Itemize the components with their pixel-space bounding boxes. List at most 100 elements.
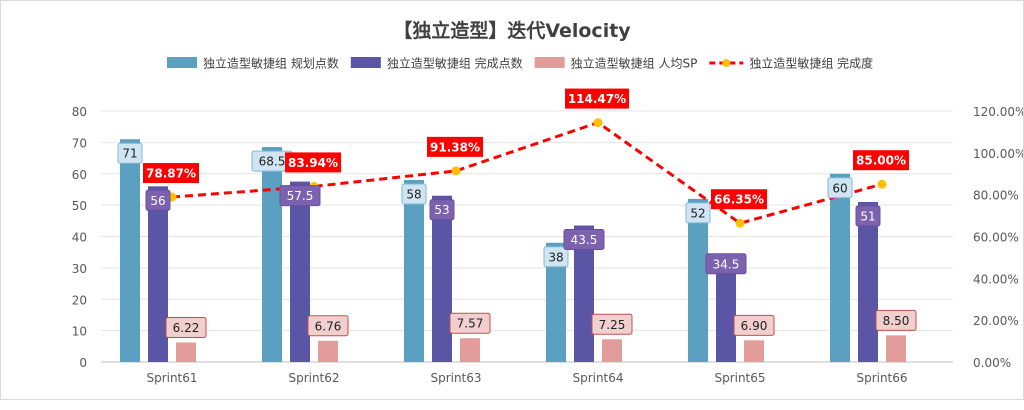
left-tick-label: 50: [72, 199, 87, 213]
bar-1: [546, 242, 566, 362]
bar-label-3: 6.90: [733, 314, 775, 336]
bar-label-2-text: 51: [860, 209, 875, 223]
right-tick-label: 120.00%: [973, 105, 1023, 119]
legend-item: 独立造型敏捷组 完成点数: [350, 56, 523, 71]
line-point: [593, 118, 603, 128]
line-point: [877, 179, 887, 189]
bar-label-1-text: 68.5: [259, 155, 286, 169]
bar-label-3: 7.57: [449, 312, 491, 334]
bar-label-3-box: [307, 315, 349, 337]
legend-label: 独立造型敏捷组 完成点数: [387, 56, 523, 71]
line-label-box: [143, 163, 199, 184]
bar-label-1-box: [543, 246, 569, 268]
right-tick-label: 40.00%: [973, 272, 1019, 286]
bar-label-2-box: [429, 199, 455, 221]
bar-3: [176, 342, 196, 362]
category-label: Sprint61: [146, 371, 197, 385]
bar-label-1: 71: [117, 142, 143, 164]
bar-1: [120, 139, 140, 362]
left-tick-label: 30: [72, 262, 87, 276]
bar-label-2-text: 57.5: [287, 189, 314, 203]
bar-label-2-box: [563, 229, 605, 251]
left-tick-label: 20: [72, 293, 87, 307]
bar-2: [290, 181, 310, 362]
line-label-box: [427, 136, 483, 157]
x-axis: Sprint61 Sprint62 Sprint63 Sprint64 Sprint65…: [146, 371, 907, 385]
bar-label-1-box: [827, 177, 853, 199]
bar-label-2: 56: [145, 189, 171, 211]
bar-3: [744, 340, 764, 362]
bar-2: [432, 195, 452, 362]
category-label: Sprint64: [572, 371, 623, 385]
bar-2: [574, 225, 594, 362]
bar-label-1: 68.5: [251, 150, 293, 172]
legend-marker: [722, 59, 731, 67]
left-tick-label: 10: [72, 325, 87, 339]
legend-item: 独立造型敏捷组 规划点数: [167, 56, 339, 71]
chart-title: 【独立造型】迭代Velocity: [393, 19, 631, 42]
line-label-text: 114.47%: [568, 92, 626, 106]
velocity-chart: 【独立造型】迭代Velocity 独立造型敏捷组 规划点数 独立造型敏捷组 完成点…: [72, 19, 1024, 385]
legend-item: 独立造型敏捷组 人均SP: [534, 56, 698, 71]
line-label-box: [853, 150, 909, 171]
legend-swatch: [534, 57, 565, 68]
bar-label-3: 8.50: [875, 309, 917, 331]
legend-swatch: [167, 57, 197, 68]
line-label-text: 78.87%: [146, 167, 196, 181]
bar-label-3: 7.25: [591, 313, 633, 335]
bar-label-3-box: [591, 313, 633, 335]
category-label: Sprint63: [430, 371, 481, 385]
bar-label-1: 38: [543, 246, 569, 268]
category-label: Sprint65: [714, 371, 765, 385]
line-label-box: [565, 88, 629, 109]
data-labels: 71 68.5 58 38 52 60 56 57.5 53 43.5 34.5 51 6.22 6.76…: [117, 88, 917, 338]
bar-2: [858, 201, 878, 362]
bar-label-2-text: 43.5: [571, 233, 598, 247]
bar-2: [148, 186, 168, 362]
right-tick-label: 20.00%: [973, 314, 1019, 328]
legend-label: 独立造型敏捷组 完成度: [749, 56, 873, 71]
bar-label-1-box: [685, 202, 711, 224]
left-tick-label: 0: [79, 356, 87, 370]
bar-1: [262, 147, 282, 362]
bar-label-3-text: 6.22: [173, 321, 200, 335]
bar-label-3-text: 7.25: [599, 318, 626, 332]
bar-label-1-box: [117, 142, 143, 164]
bar-label-1: 52: [685, 202, 711, 224]
bar-3: [602, 339, 622, 362]
left-tick-label: 80: [72, 105, 87, 119]
left-tick-label: 60: [72, 168, 87, 182]
bar-label-3-text: 6.76: [315, 319, 342, 333]
line-label: 66.35%: [711, 189, 767, 210]
line-label: 91.38%: [427, 136, 483, 157]
bar-label-2-box: [279, 185, 321, 207]
bar-label-2: 34.5: [705, 253, 747, 275]
bar-3: [460, 338, 480, 362]
bar-1: [404, 180, 424, 362]
bars: [120, 139, 906, 362]
bar-label-3-text: 7.57: [457, 317, 484, 331]
bar-1: [688, 198, 708, 362]
bar-label-3-box: [733, 314, 775, 336]
line-label-text: 85.00%: [856, 154, 906, 168]
right-tick-label: 60.00%: [973, 231, 1019, 245]
bar-3: [886, 335, 906, 362]
line-label-box: [711, 189, 767, 210]
bar-label-1-box: [401, 183, 427, 205]
legend-label: 独立造型敏捷组 人均SP: [571, 56, 698, 71]
bar-label-2: 43.5: [563, 229, 605, 251]
right-tick-label: 100.00%: [973, 147, 1023, 161]
line-label-text: 91.38%: [430, 140, 480, 154]
category-label: Sprint62: [288, 371, 339, 385]
right-tick-label: 0.00%: [973, 356, 1011, 370]
legend-item: 独立造型敏捷组 完成度: [709, 56, 873, 71]
right-tick-label: 80.00%: [973, 189, 1019, 203]
bar-label-1-text: 38: [548, 250, 563, 264]
bar-label-2: 57.5: [279, 185, 321, 207]
chart-legend: 独立造型敏捷组 规划点数 独立造型敏捷组 完成点数 独立造型敏捷组 人均SP 独立造型…: [167, 56, 873, 71]
bar-label-3-box: [875, 309, 917, 331]
legend-label: 独立造型敏捷组 规划点数: [203, 56, 339, 71]
bar-label-2-text: 34.5: [713, 257, 740, 271]
bar-label-2-box: [855, 205, 881, 227]
bar-label-3-box: [165, 316, 207, 338]
